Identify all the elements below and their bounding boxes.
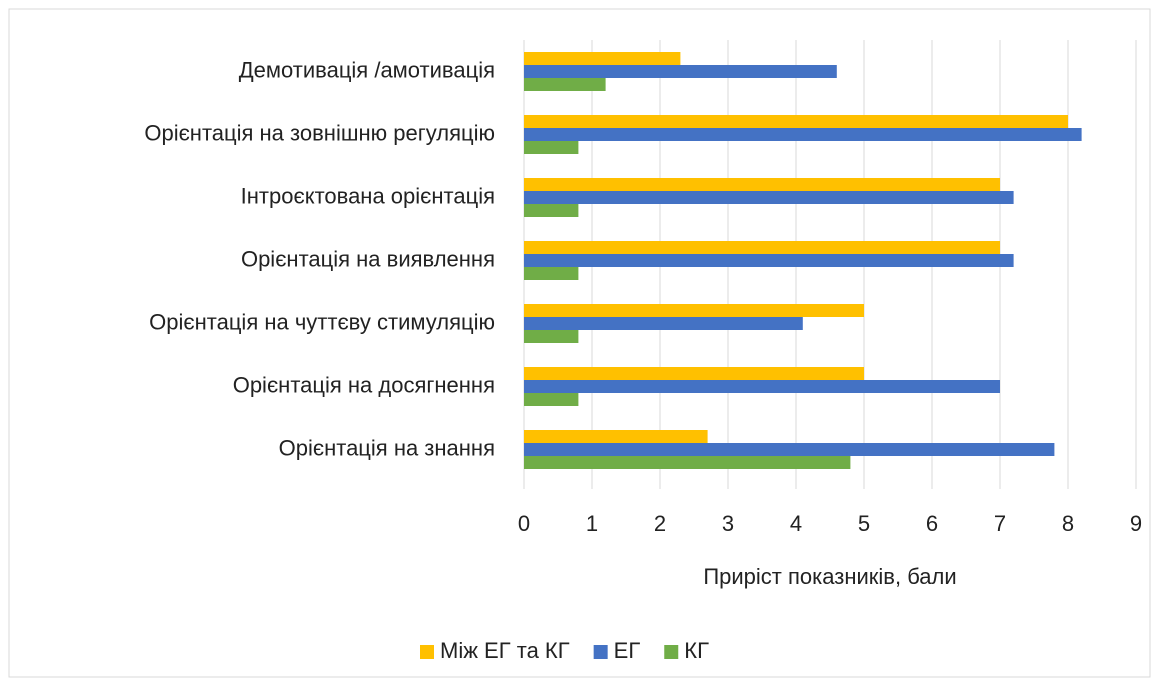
legend-label: Між ЕГ та КГ [440, 638, 570, 663]
x-tick-label: 7 [994, 511, 1006, 536]
bar [524, 367, 864, 380]
x-axis-title: Приріст показників, бали [703, 564, 956, 589]
bar [524, 204, 579, 217]
y-tick-label: Орієнтація на зовнішню регуляцію [144, 120, 495, 145]
bar [524, 267, 579, 280]
legend-swatch [420, 645, 434, 659]
y-tick-label: Орієнтація на чуттєву стимуляцію [149, 309, 495, 334]
bar [524, 330, 579, 343]
x-tick-label: 5 [858, 511, 870, 536]
bar [524, 128, 1082, 141]
bar [524, 241, 1000, 254]
legend-swatch [593, 645, 608, 659]
y-tick-label: Орієнтація на досягнення [233, 372, 495, 397]
y-tick-label: Орієнтація на виявлення [241, 246, 495, 271]
x-tick-label: 9 [1130, 511, 1142, 536]
y-tick-label: Орієнтація на знання [279, 435, 495, 460]
x-tick-label: 6 [926, 511, 938, 536]
bar [524, 393, 579, 406]
y-tick-label: Демотивація /амотивація [239, 57, 495, 82]
legend-label: КГ [684, 638, 709, 663]
bar [524, 52, 681, 65]
bar [524, 430, 708, 443]
bar [524, 380, 1000, 393]
bar [524, 254, 1014, 267]
bar [524, 78, 606, 91]
bar [524, 317, 803, 330]
bar [524, 141, 579, 154]
x-tick-label: 1 [586, 511, 598, 536]
bar [524, 456, 851, 469]
bar [524, 304, 864, 317]
x-tick-label: 3 [722, 511, 734, 536]
x-tick-label: 8 [1062, 511, 1074, 536]
bar [524, 115, 1068, 128]
bar [524, 178, 1000, 191]
chart-frame [8, 8, 1151, 678]
x-tick-label: 0 [518, 511, 530, 536]
bar [524, 65, 837, 78]
bar [524, 443, 1055, 456]
x-tick-label: 2 [654, 511, 666, 536]
y-tick-label: Інтроєктована орієнтація [241, 183, 495, 208]
x-tick-label: 4 [790, 511, 802, 536]
legend-swatch [664, 645, 679, 659]
bar [524, 191, 1014, 204]
legend-label: ЕГ [614, 638, 641, 663]
